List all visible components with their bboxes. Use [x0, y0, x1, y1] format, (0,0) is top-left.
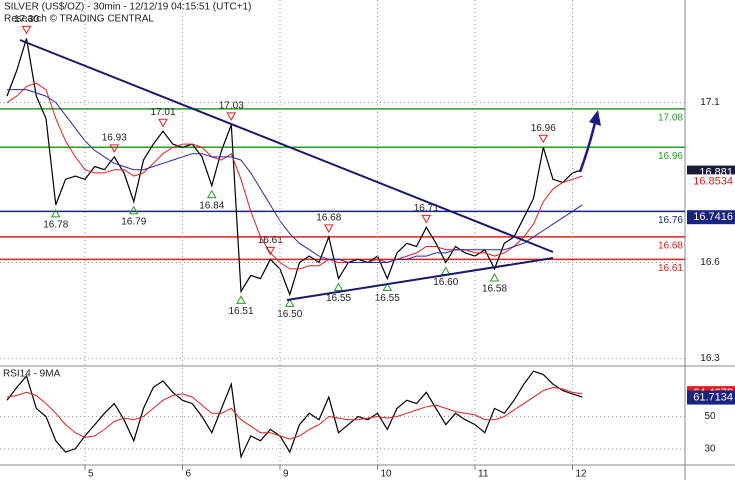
- y-tick-label: 30: [704, 443, 716, 454]
- y-tick-label: 16.6: [700, 257, 720, 268]
- pivot-high-marker: [323, 224, 334, 233]
- pivot-label: 16.61: [258, 235, 283, 246]
- pivot-low-marker: [50, 208, 61, 218]
- series-line: [7, 89, 583, 263]
- x-tick-label: 6: [186, 469, 192, 480]
- pivot-high-marker: [21, 25, 32, 35]
- pivot-label: 17.01: [150, 107, 175, 118]
- pivot-label: 16.93: [102, 133, 127, 144]
- pivot-label: 16.96: [531, 123, 556, 134]
- arrow-head: [589, 110, 601, 126]
- x-tick-label: 11: [478, 469, 489, 480]
- x-tick-label: 5: [88, 469, 94, 480]
- pivot-low-marker: [236, 295, 246, 304]
- pivot-high-marker: [158, 118, 168, 128]
- series-line: [6, 82, 583, 270]
- y-tick-label: 17.1: [700, 97, 720, 108]
- x-tick-label: 12: [576, 469, 588, 480]
- pivot-low-marker: [489, 272, 500, 282]
- pivot-low-marker: [284, 298, 295, 308]
- pivot-label: 16.84: [199, 200, 224, 211]
- trendline: [19, 39, 554, 253]
- pivot-high-marker: [265, 246, 276, 256]
- chart-subtitle: Research © TRADING CENTRAL: [4, 14, 154, 25]
- pivot-low-marker: [128, 205, 139, 215]
- pivot-high-marker: [226, 112, 237, 121]
- price-tag-label: 16.7416: [693, 211, 733, 223]
- price-tag-label: 61.7134: [693, 391, 733, 403]
- level-label: 16.61: [658, 263, 683, 274]
- pivot-label: 16.58: [482, 284, 507, 295]
- pivot-label: 16.79: [121, 216, 146, 227]
- pivot-label: 16.50: [277, 309, 302, 320]
- chart-title: SILVER (US$/OZ) - 30min - 12/12/19 04:15…: [4, 2, 251, 13]
- price-tag: [687, 390, 735, 405]
- pivot-low-marker: [333, 282, 344, 292]
- indicator-title: RSI14 - 9MA: [3, 369, 61, 380]
- pivot-label: 16.60: [433, 277, 458, 288]
- level-label: 16.76: [658, 215, 683, 226]
- pivot-high-marker: [538, 134, 549, 144]
- pivot-label: 17.30: [14, 14, 39, 25]
- y-tick-label: 16.3: [700, 353, 720, 364]
- pivot-label: 16.68: [316, 213, 341, 224]
- price-tag: [687, 174, 735, 189]
- series-line: [6, 370, 583, 460]
- pivot-low-marker: [382, 282, 393, 292]
- series-line: [6, 38, 583, 297]
- pivot-label: 16.78: [43, 220, 68, 231]
- pivot-label: 16.55: [375, 293, 400, 304]
- y-tick-label: 50: [704, 411, 716, 422]
- x-tick-label: 9: [283, 469, 289, 480]
- pivot-high-marker: [109, 144, 120, 153]
- price-tag-label: 16.8534: [693, 175, 733, 187]
- pivot-label: 16.51: [228, 306, 253, 317]
- pivot-label: 16.55: [326, 293, 351, 304]
- level-label: 17.08: [658, 113, 683, 124]
- price-tag: [687, 210, 735, 225]
- x-tick-label: 10: [381, 469, 393, 480]
- pivot-high-marker: [421, 214, 432, 224]
- series-line: [6, 386, 583, 440]
- pivot-low-marker: [206, 189, 217, 199]
- pivot-label: 16.71: [414, 203, 439, 214]
- pivot-label: 17.03: [219, 101, 244, 112]
- level-label: 16.68: [658, 241, 683, 252]
- level-label: 16.96: [658, 151, 683, 162]
- trendline: [286, 257, 554, 301]
